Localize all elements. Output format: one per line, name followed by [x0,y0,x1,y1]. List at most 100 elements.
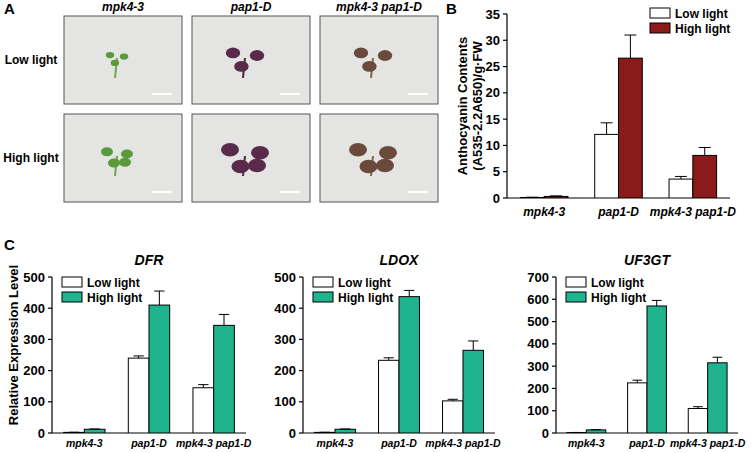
error-bar [675,176,687,179]
error-bar [591,429,601,430]
y-tick [552,299,556,300]
error-cap [384,357,394,358]
error-cap [699,147,711,148]
error-bar [90,428,100,429]
seedling-leaf [248,159,266,173]
error-bar [652,300,662,306]
y-tick-label: 300 [274,332,296,347]
error-bar [550,195,562,197]
y-tick-label: 500 [527,314,549,329]
seedling-leaf [226,48,240,59]
bar [128,358,149,433]
error-cap [404,290,414,291]
y-tick-label: 300 [23,332,45,347]
legend-label: High light [591,291,646,305]
error-bar [713,357,723,363]
error-cap [591,429,601,430]
bar [149,305,170,433]
y-tick [48,432,52,433]
x-tick-label: pap1-D [628,437,665,449]
error-stem [717,357,718,363]
error-cap [601,122,613,123]
x-tick-label: mpk4-3 [568,437,605,449]
error-bar [320,432,330,433]
panel-label: C [4,236,15,253]
y-tick [48,370,52,371]
seedling-leaf [119,158,131,167]
y-tick-label: 0 [289,426,296,441]
chart: 05101520253035Anthocyanin Contents(A535-… [455,7,737,220]
y-tick-label: 35 [486,7,500,22]
y-tick [552,366,556,367]
y-tick-label: 15 [486,112,500,127]
seedling-leaf [362,61,376,72]
x-tick-label: mpk4-3 pap1-D [650,205,736,219]
y-tick [48,308,52,309]
y-tick [503,13,507,14]
chart: 0100200300400500Relative Expression Leve… [6,252,252,449]
y-tick-label: 100 [527,403,549,418]
legend: Low lightHigh light [650,7,730,36]
seedling-leaf [111,60,119,66]
y-tick [552,388,556,389]
error-bar [69,432,79,433]
photo [64,114,182,202]
column-label: mpk4-3 pap1-D [336,0,422,14]
x-tick-label: pap1-D [130,437,167,449]
error-stem [704,148,705,156]
scale-bar [280,93,300,95]
error-cap [340,428,350,429]
seedling-leaf [354,48,368,59]
bar [595,134,619,198]
y-tick-label: 200 [527,381,549,396]
marks [64,291,235,433]
seedling-leaf [360,160,378,174]
x-tick-label: mpk4-3 pap1-D [176,437,252,449]
legend-label: Low light [591,276,644,290]
error-bar [404,290,414,296]
legend-label: Low light [338,276,391,290]
bar [463,350,483,433]
photo [192,16,310,104]
legend: Low lightHigh light [566,276,646,305]
seedling-leaf [378,50,392,61]
seedling-leaf [121,149,133,158]
column-label: pap1-D [230,0,272,14]
error-stem [409,290,410,296]
y-axis [555,277,556,433]
y-tick-label: 0 [542,426,549,441]
y-tick [48,339,52,340]
y-axis-label-line: Relative Expression Level [6,265,21,425]
bar [193,388,214,433]
error-bar [693,407,703,409]
y-tick [503,119,507,120]
scale-bar [152,191,172,193]
scale-bar [408,93,428,95]
bar [567,432,586,433]
row-label: Low light [5,53,58,67]
y-tick-label: 0 [493,191,500,206]
y-tick [503,197,507,198]
bar [520,197,544,198]
legend: Low lightHigh light [62,276,142,305]
bar [647,306,666,433]
error-stem [473,341,474,350]
error-cap [198,384,208,385]
y-tick-label: 600 [527,292,549,307]
y-tick-label: 5 [493,164,500,179]
y-tick-label: 500 [274,270,296,285]
legend-label: High light [338,291,393,305]
y-tick-label: 200 [274,363,296,378]
error-cap [713,357,723,358]
error-cap [468,340,478,341]
y-tick [299,401,303,402]
y-tick-label: 200 [23,363,45,378]
y-axis-label: Relative Expression Level [6,265,21,425]
bar [335,429,355,433]
legend-label: Low light [87,276,140,290]
error-bar [572,432,582,433]
y-tick-label: 25 [486,59,500,74]
seedling-leaf [250,50,264,61]
error-cap [632,380,642,381]
y-tick [552,276,556,277]
